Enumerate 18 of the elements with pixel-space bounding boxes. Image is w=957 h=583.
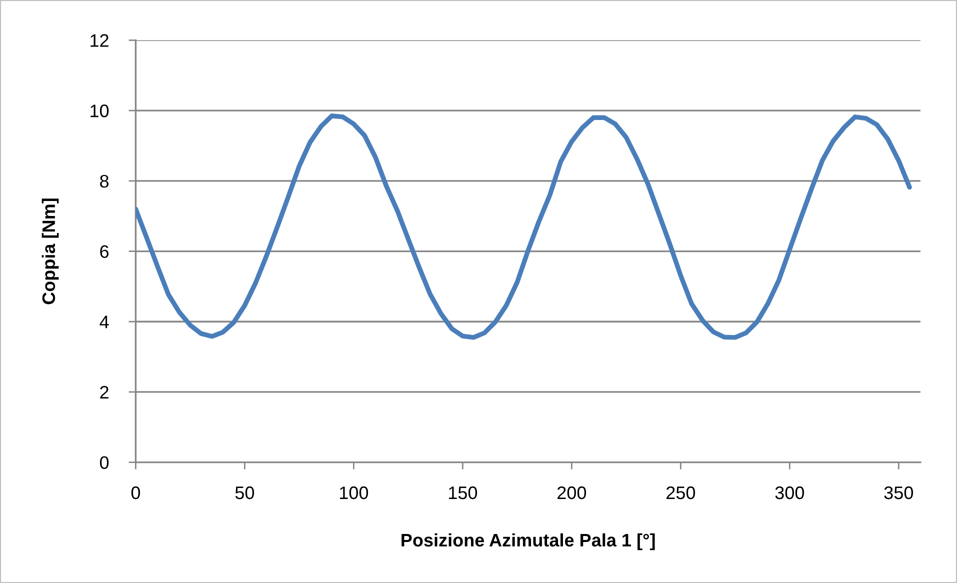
y-tick-label: 8 bbox=[100, 174, 109, 188]
y-tick-label: 0 bbox=[100, 456, 109, 470]
y-axis-title: Coppia [Nm] bbox=[42, 198, 59, 304]
y-tick-label: 2 bbox=[100, 386, 108, 399]
x-tick-label: 100 bbox=[340, 486, 368, 500]
y-tick-label: 6 bbox=[100, 245, 109, 258]
line-series bbox=[136, 113, 912, 340]
y-tick-label: 12 bbox=[90, 34, 108, 47]
x-axis-title: Posizione Azimutale Pala 1 [°] bbox=[402, 533, 655, 550]
x-tick-label: 200 bbox=[558, 486, 586, 500]
y-tick-label: 4 bbox=[100, 316, 109, 328]
x-tick-label: 50 bbox=[235, 486, 254, 500]
x-tick-label: 0 bbox=[131, 486, 140, 500]
y-tick-label: 10 bbox=[90, 104, 109, 118]
x-tick-label: 150 bbox=[448, 486, 478, 500]
x-tick-label: 350 bbox=[884, 486, 913, 500]
x-tick-label: 250 bbox=[666, 486, 696, 500]
x-tick-label: 300 bbox=[775, 486, 804, 500]
